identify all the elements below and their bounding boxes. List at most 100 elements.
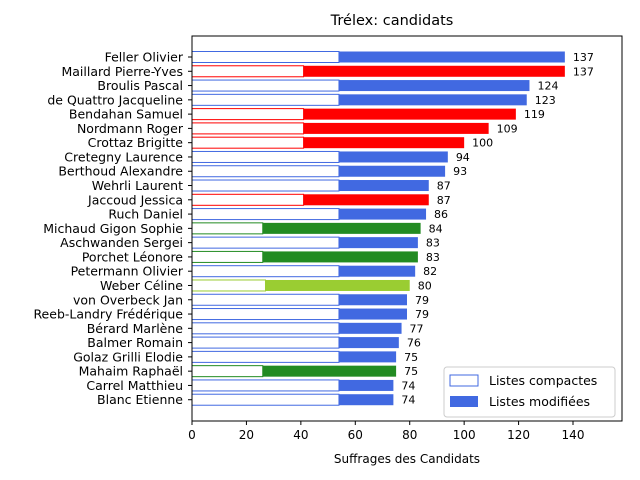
bar-modified [338, 151, 448, 163]
bar-value-label: 109 [497, 122, 518, 135]
bar-value-label: 86 [434, 208, 448, 221]
bar-modified [338, 322, 402, 334]
bar-modified [303, 122, 489, 134]
category-label: Weber Céline [100, 278, 183, 293]
bar-compact [191, 308, 340, 321]
bar-modified [338, 337, 399, 349]
category-label: Maillard Pierre-Yves [61, 64, 183, 79]
category-label: Jaccoud Jessica [87, 192, 183, 207]
bar-modified [303, 65, 565, 77]
bar-row: 124 Broulis Pascal [97, 78, 558, 93]
bar-modified [338, 379, 394, 391]
category-label: Balmer Romain [87, 335, 183, 350]
category-label: Michaud Gigon Sophie [43, 221, 183, 236]
bar-compact [191, 122, 305, 135]
bar-value-label: 123 [535, 94, 556, 107]
bar-compact [191, 222, 264, 235]
chart-title: Trélex: candidats [330, 13, 454, 29]
bar-row: 119 Bendahan Samuel [69, 107, 545, 122]
category-label: Golaz Grilli Elodie [73, 349, 183, 364]
x-tick-label: 120 [507, 428, 530, 442]
category-label: Petermann Olivier [71, 264, 184, 279]
category-label: Wehrli Laurent [92, 178, 183, 193]
bar-modified [303, 137, 465, 149]
bar-value-label: 80 [418, 279, 432, 292]
bar-value-label: 76 [407, 337, 421, 350]
bar-row: 137 Maillard Pierre-Yves [61, 64, 593, 79]
bar-row: 75 Golaz Grilli Elodie [73, 349, 418, 364]
bar-compact [191, 279, 266, 292]
bar-modified [262, 222, 421, 234]
bar-compact [191, 65, 305, 78]
bar-modified [338, 294, 407, 306]
bar-row: 93 Berthoud Alexandre [58, 164, 467, 179]
bar-row: 74 Blanc Etienne [97, 392, 415, 407]
bar-modified [338, 265, 416, 277]
bar-value-label: 83 [426, 251, 440, 264]
x-tick-label: 140 [562, 428, 585, 442]
bar-compact [191, 51, 340, 63]
legend-swatch-compact [449, 374, 479, 387]
bar-modified [303, 108, 516, 120]
bar-row: 75 Mahaim Raphaël [79, 364, 419, 379]
bar-modified [338, 165, 446, 177]
bar-modified [338, 94, 527, 106]
bar-value-label: 82 [423, 265, 437, 278]
bar-modified [265, 279, 410, 291]
axes-group: 0 20 40 60 80 100 120 140 [188, 35, 623, 442]
category-label: Bendahan Samuel [69, 107, 183, 122]
bar-compact [191, 179, 340, 192]
bar-value-label: 124 [537, 80, 558, 93]
bar-compact [191, 108, 305, 121]
bar-compact [191, 365, 264, 378]
bar-value-label: 79 [415, 294, 429, 307]
legend-swatch-modified [450, 396, 478, 407]
bar-compact [191, 322, 340, 335]
bar-compact [191, 293, 340, 306]
bar-modified [262, 251, 418, 263]
bar-modified [338, 308, 407, 320]
bar-value-label: 93 [453, 165, 467, 178]
legend: Listes compactes Listes modifiées [443, 366, 616, 418]
bar-compact [191, 93, 340, 106]
bar-row: 87 Jaccoud Jessica [87, 192, 451, 207]
bar-row: 100 Crottaz Brigitte [88, 135, 493, 150]
bar-value-label: 74 [401, 379, 415, 392]
bar-row: 83 Porchet Léonore [82, 249, 440, 264]
bar-value-label: 83 [426, 237, 440, 250]
bar-row: 94 Cretegny Laurence [64, 149, 470, 164]
bar-value-label: 137 [573, 51, 594, 64]
bar-compact [191, 150, 340, 163]
bar-row: 76 Balmer Romain [87, 335, 421, 350]
legend-label-compact: Listes compactes [489, 373, 597, 388]
bar-compact [191, 165, 340, 178]
bar-compact [191, 236, 340, 249]
bar-value-label: 137 [573, 65, 594, 78]
bar-value-label: 94 [456, 151, 470, 164]
bar-row: 77 Bérard Marlène [87, 321, 424, 336]
bar-value-label: 75 [404, 365, 418, 378]
bar-compact [191, 350, 340, 363]
bar-row: 83 Aschwanden Sergei [60, 235, 440, 250]
x-tick-label: 60 [348, 428, 363, 442]
category-label: Bérard Marlène [87, 321, 184, 336]
bar-value-label: 87 [437, 194, 451, 207]
bar-row: 137 Feller Olivier [105, 50, 594, 65]
category-label: de Quattro Jacqueline [47, 92, 183, 107]
bar-modified [338, 351, 397, 363]
bar-modified [338, 180, 429, 192]
category-label: Crottaz Brigitte [88, 135, 184, 150]
category-label: Berthoud Alexandre [58, 164, 183, 179]
bar-value-label: 74 [401, 394, 415, 407]
bar-compact [191, 193, 305, 206]
x-tick-label: 0 [188, 428, 196, 442]
bar-compact [191, 250, 264, 263]
bar-value-label: 87 [437, 180, 451, 193]
plot-frame [191, 35, 623, 422]
bars-group: 137 Feller Olivier 137 Maillard Pierre-Yves… [33, 50, 593, 408]
bar-compact [191, 336, 340, 349]
category-label: Ruch Daniel [108, 207, 183, 222]
bar-value-label: 84 [429, 222, 443, 235]
bar-modified [338, 237, 418, 249]
bar-row: 79 Reeb-Landry Frédérique [33, 307, 429, 322]
